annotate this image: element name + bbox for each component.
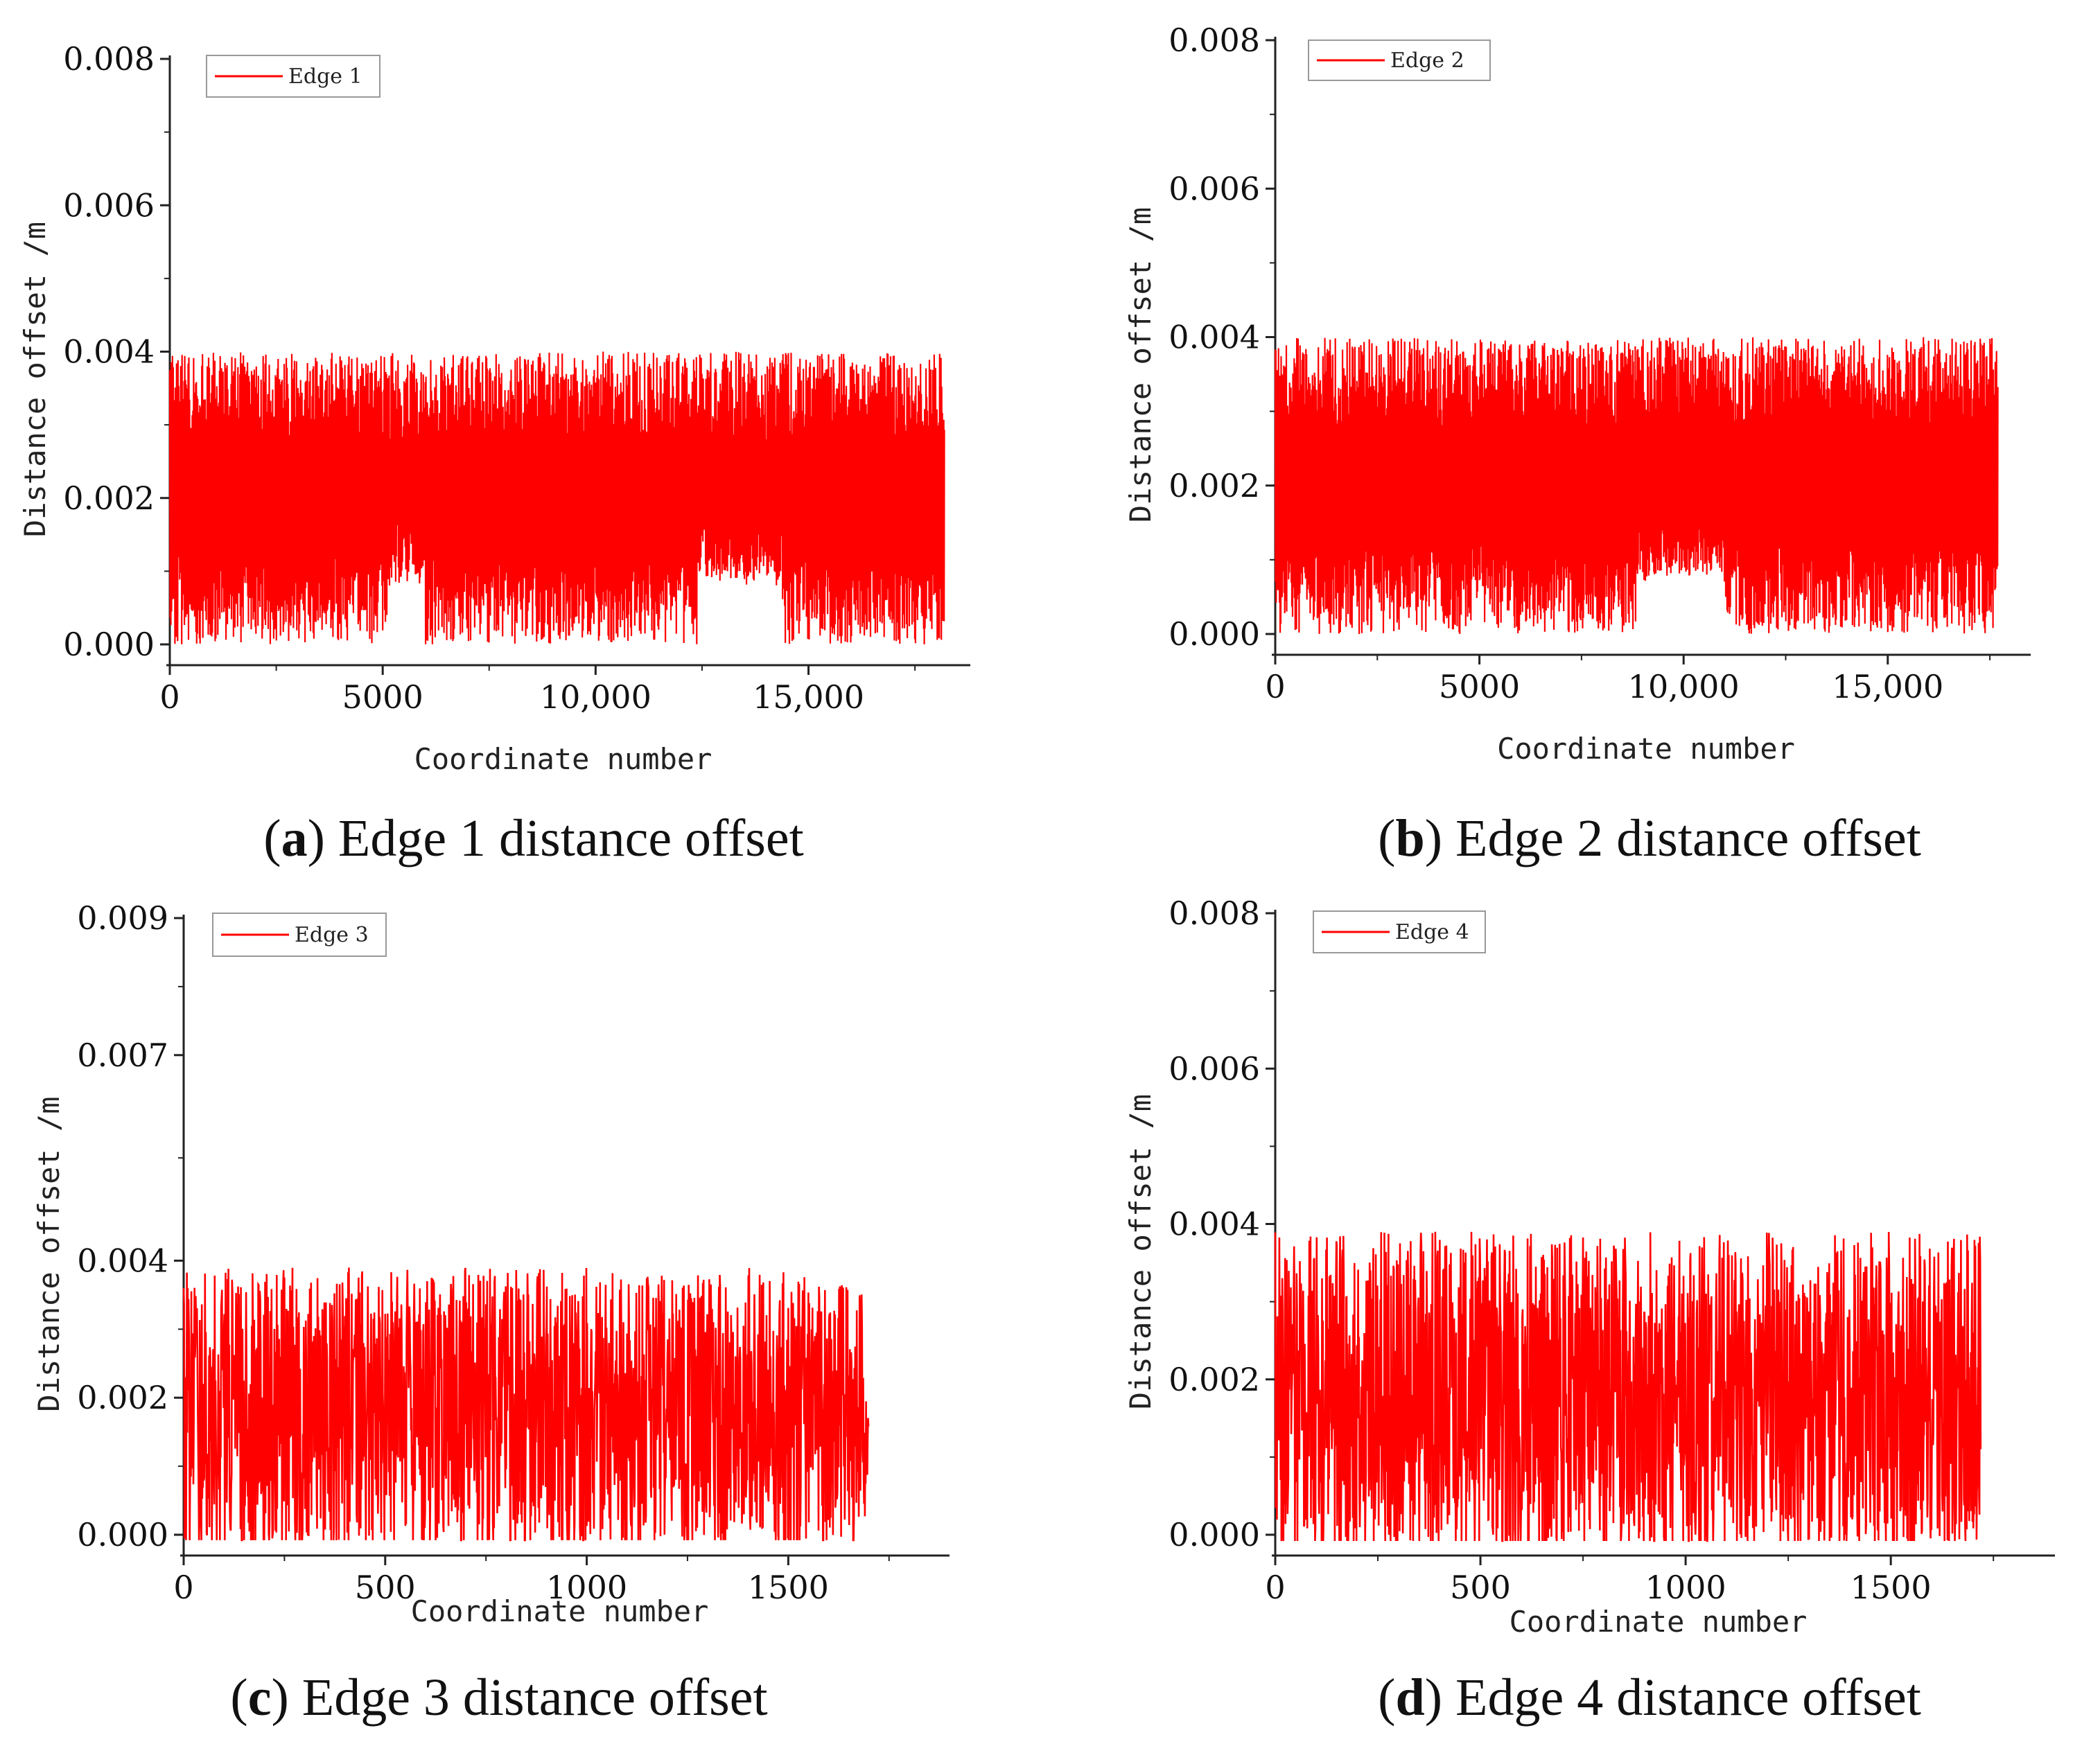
series-line-edge-4 bbox=[1274, 1231, 1982, 1542]
x-tick-label: 1000 bbox=[546, 1569, 627, 1606]
caption-paren-close: ) bbox=[271, 1668, 288, 1727]
chart-panel-d: 0.000 0.002 0.004 0.006 0.008 0 500 1000 1500 Coo… bbox=[1123, 895, 2055, 1727]
y-tick-label: 0.000 bbox=[77, 1516, 168, 1553]
x-tick-label: 10,000 bbox=[1628, 668, 1740, 705]
series-line-edge-2 bbox=[1274, 337, 1999, 635]
y-tick-label: 0.004 bbox=[1169, 1206, 1260, 1243]
y-axis-title: Distance offset /m bbox=[18, 222, 52, 537]
legend-label: Edge 1 bbox=[288, 64, 362, 89]
x-tick-label: 0 bbox=[1265, 1569, 1285, 1606]
chart-panel-c: 0.000 0.002 0.004 0.007 0.009 0 500 1000 1500 Coo… bbox=[32, 899, 950, 1727]
caption-letter: d bbox=[1395, 1668, 1424, 1727]
y-tick-label: 0.007 bbox=[77, 1037, 168, 1074]
caption-paren-close: ) bbox=[308, 809, 325, 867]
panel-caption: (a) Edge 1 distance offset bbox=[263, 809, 803, 867]
chart-panel-a: 0.000 0.002 0.004 0.006 0.008 0 5000 10,000 15,0… bbox=[18, 40, 970, 867]
caption-paren-close: ) bbox=[1425, 809, 1442, 867]
legend-label: Edge 2 bbox=[1390, 49, 1464, 73]
caption-paren-open: ( bbox=[1378, 809, 1395, 867]
caption-paren-close: ) bbox=[1425, 1668, 1442, 1727]
x-tick-label: 5000 bbox=[342, 678, 423, 716]
chart-panel-b: 0.000 0.002 0.004 0.006 0.008 0 5000 10,000 15,0… bbox=[1123, 21, 2031, 867]
y-axis-title: Distance offset /m bbox=[1123, 1094, 1157, 1409]
y-tick-label: 0.004 bbox=[63, 333, 155, 371]
y-tick-label: 0.002 bbox=[1169, 467, 1260, 504]
caption-text: Edge 1 distance offset bbox=[325, 809, 804, 867]
y-tick-label: 0.008 bbox=[1169, 895, 1260, 932]
y-tick-label: 0.006 bbox=[1169, 170, 1260, 207]
x-tick-label: 10,000 bbox=[540, 678, 651, 716]
caption-letter: a bbox=[281, 809, 308, 867]
y-tick-label: 0.008 bbox=[1169, 21, 1260, 59]
caption-paren-open: ( bbox=[263, 809, 281, 867]
y-tick-label: 0.009 bbox=[77, 899, 168, 937]
panel-caption: (d) Edge 4 distance offset bbox=[1378, 1668, 1921, 1727]
x-axis-title: Coordinate number bbox=[414, 742, 712, 776]
y-tick-label: 0.000 bbox=[1169, 1516, 1260, 1553]
x-axis-title: Coordinate number bbox=[1497, 732, 1795, 766]
legend-label: Edge 4 bbox=[1395, 920, 1469, 944]
y-tick-label: 0.004 bbox=[77, 1242, 168, 1279]
y-tick-label: 0.006 bbox=[63, 186, 155, 224]
caption-paren-open: ( bbox=[1378, 1668, 1395, 1727]
series-line-edge-3 bbox=[182, 1267, 870, 1542]
caption-letter: c bbox=[248, 1668, 272, 1727]
y-tick-label: 0.002 bbox=[77, 1379, 168, 1416]
caption-text: Edge 4 distance offset bbox=[1442, 1668, 1921, 1727]
y-axis-title: Distance offset /m bbox=[32, 1096, 66, 1411]
x-tick-label: 0 bbox=[1265, 668, 1285, 705]
x-tick-label: 15,000 bbox=[753, 678, 864, 716]
y-axis-title: Distance offset /m bbox=[1123, 207, 1157, 522]
x-axis-title: Coordinate number bbox=[411, 1594, 709, 1628]
caption-letter: b bbox=[1395, 809, 1424, 867]
series-line-edge-1 bbox=[168, 351, 945, 644]
panel-caption: (b) Edge 2 distance offset bbox=[1378, 809, 1921, 867]
x-tick-label: 0 bbox=[159, 678, 180, 716]
x-tick-label: 500 bbox=[355, 1569, 416, 1606]
x-tick-label: 0 bbox=[173, 1569, 193, 1606]
caption-text: Edge 2 distance offset bbox=[1442, 809, 1921, 867]
y-tick-label: 0.008 bbox=[63, 40, 155, 78]
panel-caption: (c) Edge 3 distance offset bbox=[230, 1668, 767, 1727]
x-tick-label: 500 bbox=[1450, 1569, 1511, 1606]
caption-text: Edge 3 distance offset bbox=[289, 1668, 768, 1727]
x-tick-label: 15,000 bbox=[1832, 668, 1943, 705]
caption-paren-open: ( bbox=[230, 1668, 247, 1727]
x-tick-label: 5000 bbox=[1439, 668, 1520, 705]
x-tick-label: 1500 bbox=[1850, 1569, 1932, 1606]
y-tick-label: 0.000 bbox=[63, 626, 155, 663]
x-tick-label: 1500 bbox=[748, 1569, 829, 1606]
x-axis-title: Coordinate number bbox=[1510, 1605, 1808, 1639]
y-tick-label: 0.002 bbox=[1169, 1361, 1260, 1398]
y-tick-label: 0.002 bbox=[63, 479, 155, 517]
y-tick-label: 0.006 bbox=[1169, 1050, 1260, 1087]
x-tick-label: 1000 bbox=[1645, 1569, 1726, 1606]
legend-label: Edge 3 bbox=[295, 923, 369, 947]
y-tick-label: 0.000 bbox=[1169, 615, 1260, 653]
y-tick-label: 0.004 bbox=[1169, 319, 1260, 356]
